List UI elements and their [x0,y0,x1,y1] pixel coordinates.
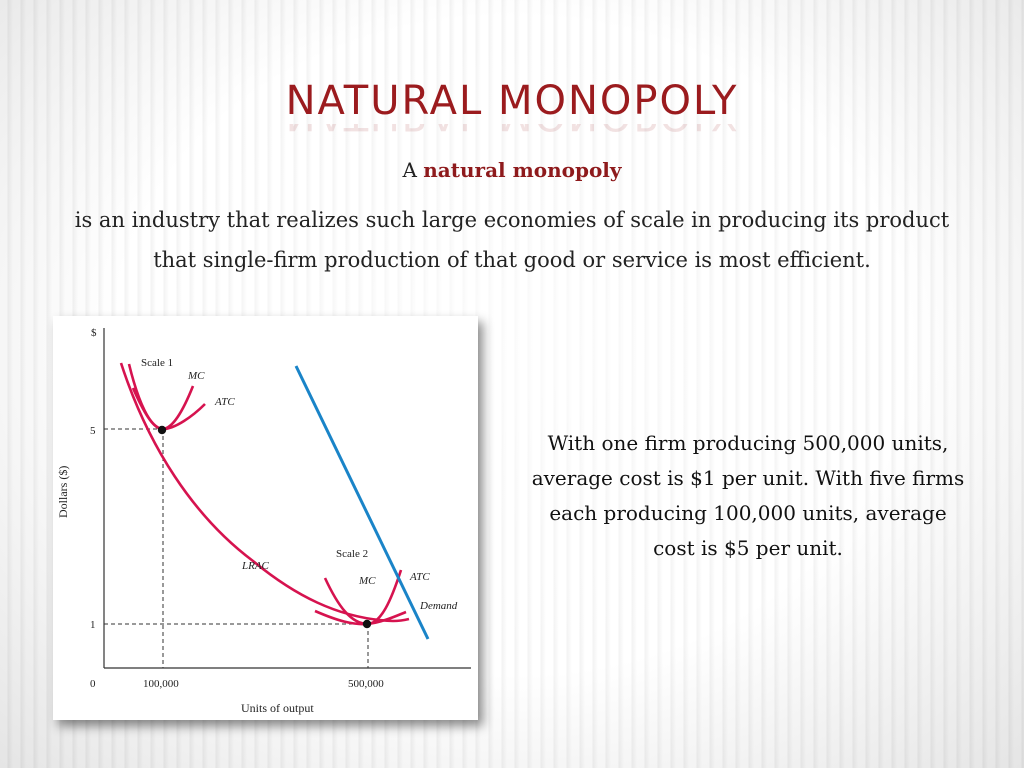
slide-title: Natural Monopoly [285,78,739,124]
x-tick-100000: 100,000 [143,678,179,690]
label-scale2-atc: ATC [409,571,430,583]
x-axis-label: Units of output [241,701,314,715]
label-demand: Demand [419,600,458,612]
point-scale1 [157,425,167,435]
lead-prefix: A [402,158,417,182]
chart-figure: $ 5 1 0 100,000 500,000 Units of output … [53,316,478,720]
origin-label: 0 [90,678,96,690]
point-scale2 [362,619,372,629]
slide-title-reflection: Natural Monopoly [0,124,1024,138]
side-note-text: With one firm producing 500,000 units, a… [531,431,965,560]
chart-svg: $ 5 1 0 100,000 500,000 Units of output … [56,327,471,715]
y-tick-5: 5 [90,425,96,437]
reference-line-scale2 [104,623,369,668]
y-axis-symbol: $ [91,327,97,339]
label-scale1-atc: ATC [214,396,235,408]
x-tick-500000: 500,000 [348,678,384,690]
y-tick-1: 1 [90,619,96,631]
label-scale2: Scale 2 [336,548,368,560]
y-axis-label: Dollars ($) [56,466,70,518]
scale1-mc-curve [131,385,195,431]
reference-line-scale1 [104,428,164,668]
label-scale2-mc: MC [358,575,376,587]
lead-term: natural monopoly [423,158,622,182]
label-scale1: Scale 1 [141,357,173,369]
label-lrac: LRAC [241,560,270,572]
definition-text: is an industry that realizes such large … [74,208,950,272]
lrac-curve [119,362,410,623]
lead-line: A natural monopoly [0,158,1024,182]
demand-line [294,365,430,640]
label-scale1-mc: MC [187,370,205,382]
